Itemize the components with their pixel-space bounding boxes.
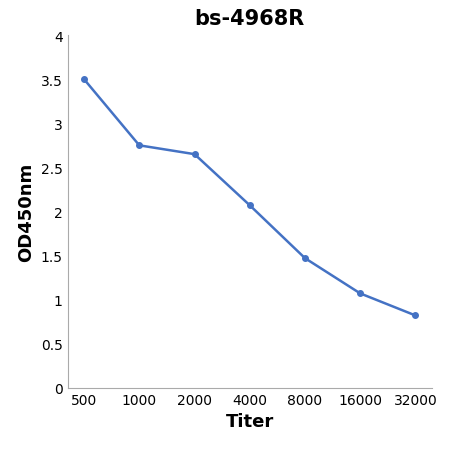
X-axis label: Titer: Titer (225, 412, 274, 430)
Title: bs-4968R: bs-4968R (194, 9, 305, 29)
Y-axis label: OD450nm: OD450nm (17, 162, 35, 262)
